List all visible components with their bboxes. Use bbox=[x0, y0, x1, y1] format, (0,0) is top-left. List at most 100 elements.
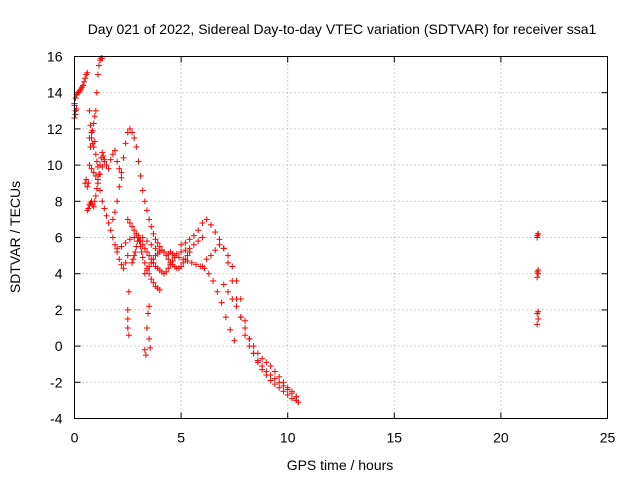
data-point bbox=[101, 205, 108, 212]
x-axis-title: GPS time / hours bbox=[287, 457, 394, 473]
data-point bbox=[295, 399, 302, 406]
data-point bbox=[152, 245, 159, 252]
data-point bbox=[122, 259, 129, 266]
data-point bbox=[186, 236, 193, 243]
data-point bbox=[83, 176, 90, 183]
y-tick-label: 8 bbox=[55, 193, 63, 209]
data-point bbox=[148, 223, 155, 230]
y-tick-label: 10 bbox=[47, 157, 63, 173]
data-point bbox=[146, 216, 153, 223]
y-axis-title: SDTVAR / TECUs bbox=[7, 181, 23, 293]
data-point bbox=[271, 368, 278, 375]
data-point bbox=[133, 144, 140, 150]
data-point bbox=[116, 183, 123, 190]
data-point bbox=[146, 303, 153, 310]
data-point bbox=[165, 256, 172, 263]
y-tick-label: 6 bbox=[55, 230, 63, 246]
data-point bbox=[182, 239, 189, 246]
data-point bbox=[148, 241, 155, 248]
data-point bbox=[218, 299, 225, 306]
data-point bbox=[135, 232, 142, 239]
data-point bbox=[118, 169, 125, 176]
data-point bbox=[124, 306, 131, 313]
data-point bbox=[92, 172, 99, 179]
data-point bbox=[129, 259, 136, 266]
data-point bbox=[205, 270, 212, 277]
data-point bbox=[86, 107, 93, 114]
x-tick-label: 0 bbox=[71, 430, 79, 446]
data-point bbox=[143, 267, 150, 274]
y-tick-label: 16 bbox=[47, 49, 63, 65]
data-point bbox=[107, 156, 114, 163]
data-point bbox=[195, 227, 202, 234]
data-point bbox=[90, 169, 97, 176]
data-point bbox=[233, 303, 240, 310]
data-point bbox=[237, 314, 244, 321]
data-point bbox=[242, 325, 249, 331]
data-point bbox=[288, 388, 295, 395]
data-point bbox=[109, 234, 116, 241]
data-point bbox=[199, 220, 206, 227]
y-tick-labels: -4 -2 0 2 4 6 8 10 12 14 16 bbox=[47, 49, 63, 427]
data-point bbox=[284, 384, 291, 391]
data-point bbox=[280, 379, 287, 386]
data-point bbox=[225, 288, 232, 295]
data-point bbox=[156, 286, 163, 293]
data-point bbox=[112, 241, 119, 248]
data-point bbox=[190, 232, 197, 239]
data-point bbox=[93, 185, 100, 192]
data-point bbox=[535, 315, 542, 322]
data-point bbox=[82, 75, 89, 82]
data-point bbox=[280, 388, 287, 395]
x-tick-label: 5 bbox=[177, 430, 185, 446]
data-point bbox=[163, 268, 170, 275]
data-point bbox=[190, 241, 197, 248]
data-point bbox=[214, 288, 221, 295]
data-point bbox=[90, 203, 97, 210]
data-points bbox=[71, 55, 542, 406]
data-point bbox=[84, 69, 91, 76]
data-point bbox=[93, 89, 100, 96]
data-point bbox=[254, 350, 261, 357]
data-point bbox=[203, 216, 210, 223]
data-point bbox=[139, 234, 146, 241]
data-point bbox=[146, 252, 153, 259]
data-point bbox=[178, 263, 185, 270]
data-point bbox=[126, 125, 133, 132]
data-point bbox=[124, 315, 131, 322]
data-point bbox=[141, 270, 148, 277]
data-point bbox=[136, 238, 143, 245]
data-point bbox=[203, 256, 210, 263]
data-point bbox=[125, 288, 132, 295]
data-point bbox=[535, 230, 542, 237]
data-point bbox=[254, 359, 261, 366]
data-point bbox=[225, 252, 232, 259]
data-point bbox=[229, 263, 236, 270]
data-point bbox=[216, 241, 223, 248]
data-point bbox=[178, 241, 185, 248]
data-point bbox=[220, 281, 227, 288]
data-point bbox=[137, 243, 144, 250]
data-point bbox=[154, 239, 161, 246]
data-point bbox=[182, 247, 189, 254]
y-tick-label: -4 bbox=[50, 411, 63, 427]
data-point bbox=[212, 247, 219, 254]
data-point bbox=[250, 343, 257, 350]
data-point bbox=[216, 236, 223, 243]
data-point bbox=[143, 325, 150, 331]
data-point bbox=[267, 377, 274, 384]
data-point bbox=[263, 372, 270, 379]
data-point bbox=[138, 248, 145, 255]
data-point bbox=[90, 144, 97, 150]
data-point bbox=[225, 259, 232, 266]
data-point bbox=[99, 149, 106, 156]
data-point bbox=[242, 317, 249, 324]
data-point bbox=[86, 162, 93, 169]
data-point bbox=[107, 227, 114, 234]
data-point bbox=[72, 107, 79, 114]
data-point bbox=[112, 209, 119, 216]
data-point bbox=[84, 183, 91, 190]
data-point bbox=[210, 277, 217, 284]
data-point bbox=[124, 325, 131, 331]
